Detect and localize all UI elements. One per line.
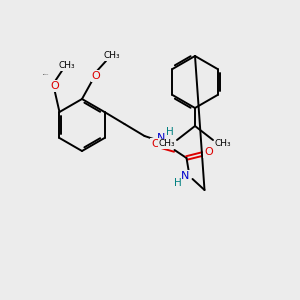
Text: H: H [166, 127, 173, 137]
Text: N: N [157, 133, 166, 143]
Text: O: O [151, 139, 160, 149]
Text: CH₃: CH₃ [104, 52, 120, 61]
Text: H: H [174, 178, 182, 188]
Text: CH₃: CH₃ [215, 140, 231, 148]
Text: N: N [181, 171, 190, 181]
Text: O: O [92, 71, 100, 81]
Text: methoxy: methoxy [43, 74, 49, 75]
Text: O: O [204, 147, 213, 157]
Text: CH₃: CH₃ [58, 61, 75, 70]
Text: O: O [50, 81, 59, 91]
Text: CH₃: CH₃ [159, 140, 175, 148]
